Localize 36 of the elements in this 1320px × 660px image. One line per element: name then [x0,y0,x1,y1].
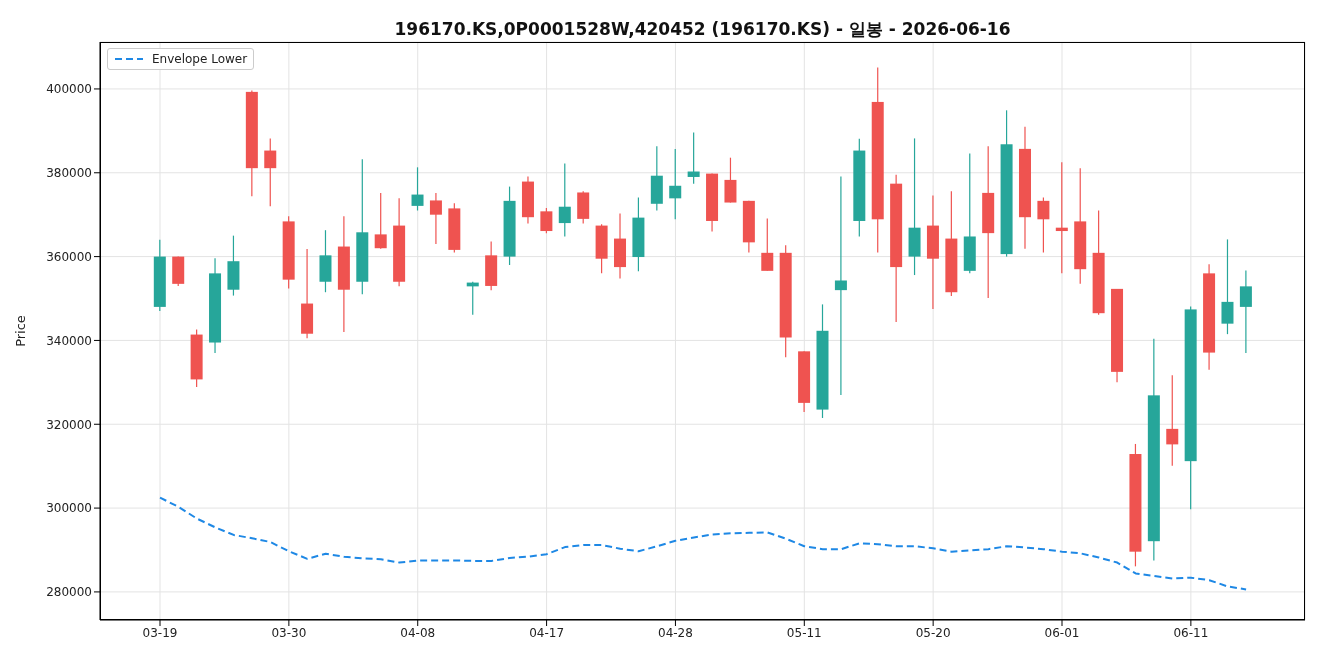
candlestick [761,217,774,272]
candlestick [687,131,700,185]
candlestick [669,148,682,220]
x-tick-label: 06-11 [1173,625,1209,640]
x-tick-label: 05-11 [786,625,822,640]
x-tick-label: 06-01 [1044,625,1080,640]
line-series [159,496,1248,591]
candlestick [724,157,737,204]
y-tick-label: 400000 [46,82,92,97]
y-tick-label: 280000 [46,585,92,600]
y-tick-label: 340000 [46,333,92,348]
y-tick-label: 300000 [46,501,92,516]
y-tick-label: 320000 [46,417,92,432]
candlestick [264,137,277,207]
candlestick [1166,374,1179,467]
x-tick-label: 03-30 [271,625,307,640]
legend-label: Envelope Lower [152,52,248,66]
candlestick [540,207,553,234]
candlestick [374,192,387,250]
candlestick [558,162,571,238]
y-tick-label: 380000 [46,166,92,181]
candlestick [429,192,442,245]
chart-title: 196170.KS,0P0001528W,420452 (196170.KS) - 일봉 - 2026-06-16 [393,18,1012,41]
x-tick-label: 05-20 [915,625,951,640]
x-tick-label: 03-19 [142,625,178,640]
candlestick [1221,238,1234,335]
y-tick-label: 360000 [46,249,92,264]
x-tick-label: 04-28 [658,625,693,640]
candlestick [1037,196,1050,254]
candlestick [411,166,424,212]
candlestick [1055,161,1068,274]
candlestick [1239,269,1252,354]
candlestick [834,175,847,396]
x-tick-label: 04-17 [529,625,565,640]
x-tick-label: 04-08 [400,625,436,640]
y-axis-title: Price [12,315,28,347]
